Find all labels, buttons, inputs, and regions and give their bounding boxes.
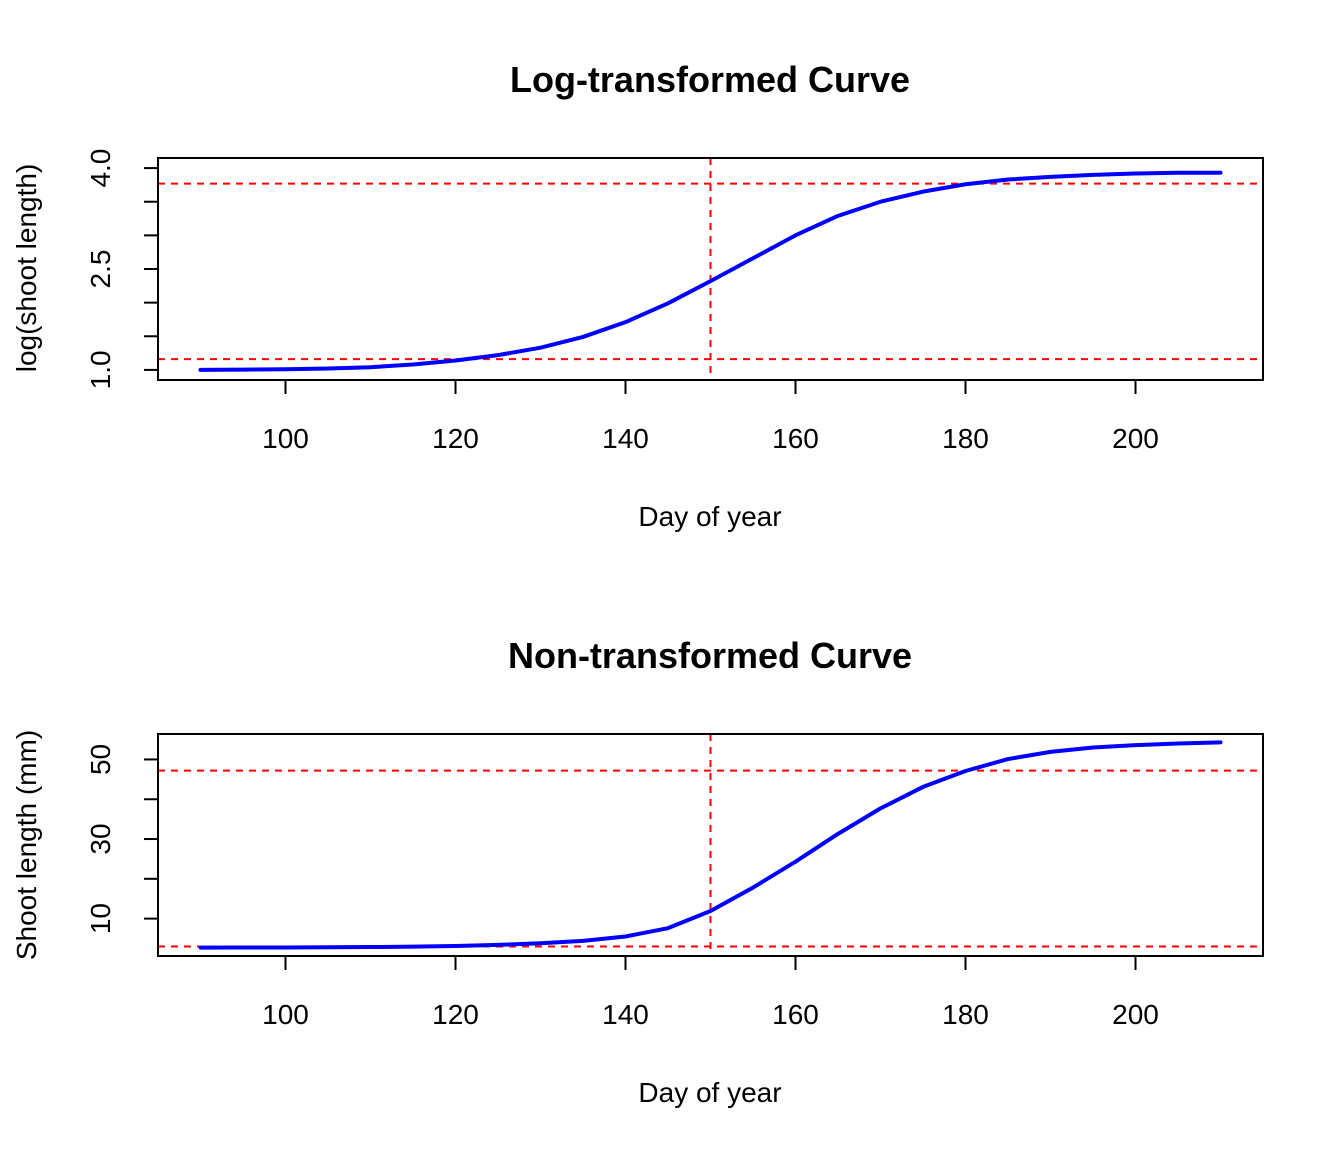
y-tick-label: 1.0 [85, 350, 116, 389]
y-axis-label: Shoot length (mm) [11, 730, 42, 960]
log-transformed-chart: Log-transformed Curve Day of year log(sh… [11, 59, 1264, 532]
y-axis: 10 30 50 [85, 744, 159, 934]
x-tick-label: 120 [432, 423, 479, 454]
series-line [198, 170, 1223, 372]
series-layer [198, 170, 1223, 372]
x-tick-label: 160 [772, 999, 819, 1030]
non-transformed-chart: Non-transformed Curve Day of year Shoot … [11, 635, 1264, 1108]
x-tick-label: 160 [772, 423, 819, 454]
x-tick-label: 140 [602, 423, 649, 454]
x-axis-label: Day of year [638, 1077, 781, 1108]
y-tick-label: 10 [85, 903, 116, 934]
plot-frame [157, 157, 1264, 381]
x-tick-label: 200 [1112, 999, 1159, 1030]
x-tick-label: 120 [432, 999, 479, 1030]
chart-title: Non-transformed Curve [508, 635, 912, 676]
series-layer [198, 740, 1223, 950]
x-tick-label: 100 [262, 999, 309, 1030]
x-axis: 100 120 140 160 180 200 [262, 379, 1159, 454]
y-tick-label: 50 [85, 744, 116, 775]
x-axis-label: Day of year [638, 501, 781, 532]
plot-frame [157, 733, 1264, 957]
x-tick-label: 180 [942, 999, 989, 1030]
reference-lines [158, 158, 1263, 380]
x-tick-label: 180 [942, 423, 989, 454]
chart-title: Log-transformed Curve [510, 59, 910, 100]
y-axis-label: log(shoot length) [11, 164, 42, 373]
y-tick-label: 4.0 [85, 149, 116, 188]
reference-lines [158, 734, 1263, 956]
x-axis: 100 120 140 160 180 200 [262, 955, 1159, 1030]
y-tick-label: 30 [85, 823, 116, 854]
y-tick-label: 2.5 [85, 250, 116, 289]
x-tick-label: 140 [602, 999, 649, 1030]
x-tick-label: 200 [1112, 423, 1159, 454]
y-axis: 1.0 2.5 4.0 [85, 149, 159, 389]
series-line [198, 740, 1223, 950]
x-tick-label: 100 [262, 423, 309, 454]
